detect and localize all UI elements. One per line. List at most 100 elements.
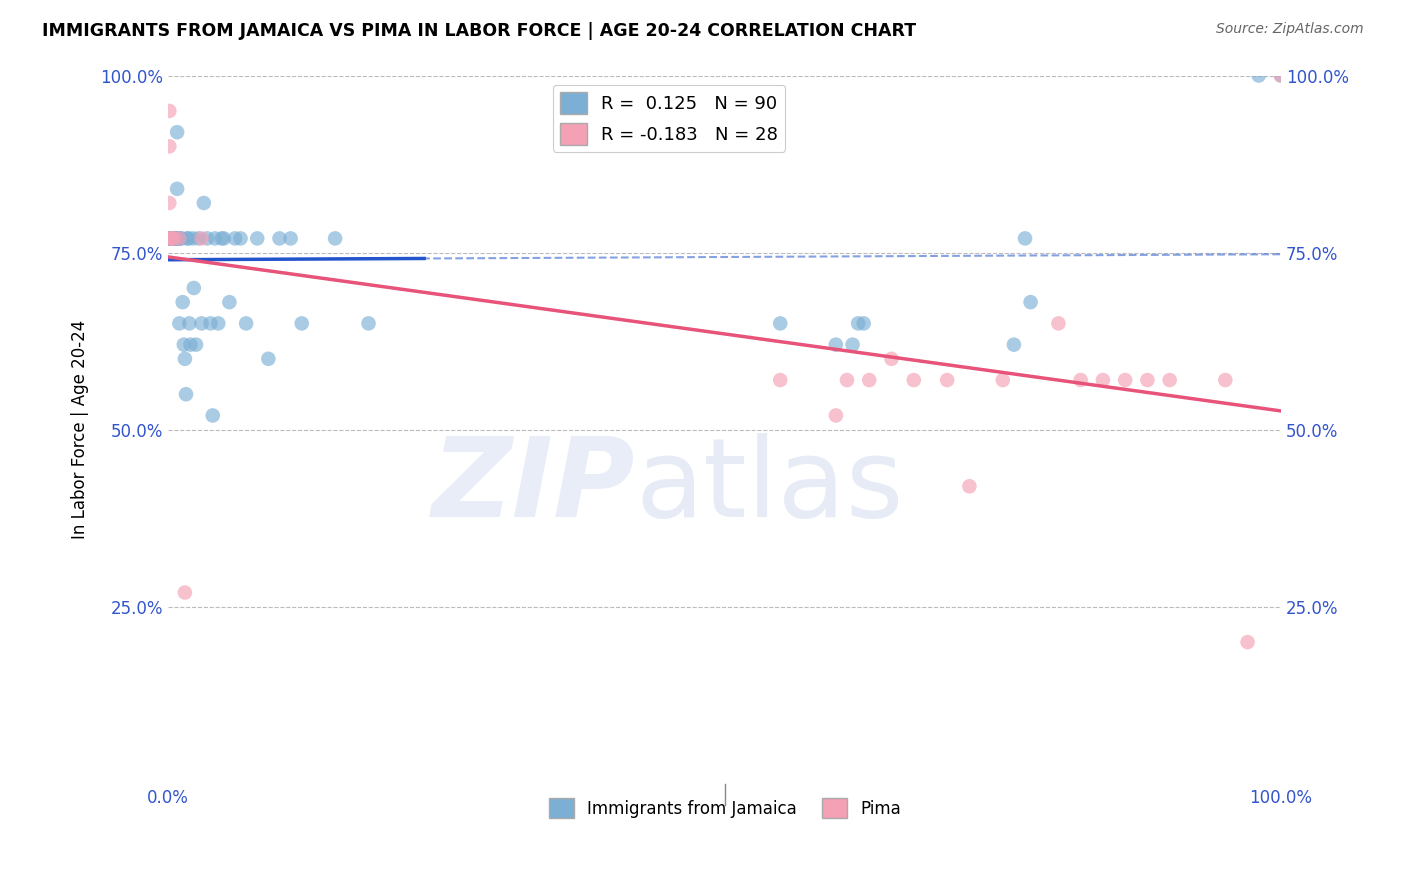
Point — [269, 231, 291, 245]
Point — [1159, 373, 1181, 387]
Point — [157, 231, 180, 245]
Point — [163, 231, 186, 245]
Y-axis label: In Labor Force | Age 20-24: In Labor Force | Age 20-24 — [72, 320, 89, 540]
Point — [1247, 69, 1270, 83]
Point — [170, 231, 193, 245]
Point — [163, 231, 186, 245]
Point — [176, 231, 198, 245]
Point — [846, 317, 869, 331]
Point — [163, 231, 186, 245]
Point — [769, 317, 792, 331]
Point — [163, 231, 186, 245]
Point — [167, 231, 190, 245]
Point — [200, 317, 222, 331]
Point — [159, 231, 181, 245]
Point — [1270, 69, 1292, 83]
Point — [824, 409, 846, 423]
Point — [224, 231, 246, 245]
Point — [157, 139, 180, 153]
Point — [880, 351, 903, 366]
Legend: Immigrants from Jamaica, Pima: Immigrants from Jamaica, Pima — [541, 791, 907, 825]
Point — [179, 317, 201, 331]
Point — [193, 196, 215, 211]
Point — [1091, 373, 1114, 387]
Point — [159, 231, 181, 245]
Point — [1114, 373, 1136, 387]
Point — [159, 231, 181, 245]
Point — [235, 317, 257, 331]
Point — [1014, 231, 1036, 245]
Point — [159, 231, 181, 245]
Point — [157, 231, 180, 245]
Point — [165, 231, 187, 245]
Point — [174, 351, 197, 366]
Point — [187, 231, 209, 245]
Point — [173, 337, 195, 351]
Point — [157, 231, 180, 245]
Point — [162, 231, 184, 245]
Point — [903, 373, 925, 387]
Point — [357, 317, 380, 331]
Point — [159, 231, 181, 245]
Point — [229, 231, 252, 245]
Point — [190, 317, 212, 331]
Point — [179, 337, 201, 351]
Text: ZIP: ZIP — [432, 433, 636, 540]
Point — [858, 373, 880, 387]
Point — [159, 231, 181, 245]
Point — [1070, 373, 1092, 387]
Point — [163, 231, 186, 245]
Point — [157, 231, 180, 245]
Point — [991, 373, 1014, 387]
Point — [190, 231, 212, 245]
Text: IMMIGRANTS FROM JAMAICA VS PIMA IN LABOR FORCE | AGE 20-24 CORRELATION CHART: IMMIGRANTS FROM JAMAICA VS PIMA IN LABOR… — [42, 22, 917, 40]
Point — [166, 125, 188, 139]
Point — [184, 337, 207, 351]
Point — [177, 231, 200, 245]
Point — [957, 479, 980, 493]
Point — [159, 231, 181, 245]
Point — [160, 231, 183, 245]
Point — [157, 231, 180, 245]
Point — [183, 281, 205, 295]
Point — [841, 337, 863, 351]
Point — [162, 231, 184, 245]
Point — [769, 373, 792, 387]
Point — [174, 585, 197, 599]
Point — [157, 231, 180, 245]
Text: atlas: atlas — [636, 433, 904, 540]
Point — [162, 231, 184, 245]
Point — [211, 231, 233, 245]
Point — [157, 231, 180, 245]
Point — [157, 103, 180, 118]
Point — [1270, 69, 1292, 83]
Point — [159, 231, 181, 245]
Point — [174, 387, 197, 401]
Point — [162, 231, 184, 245]
Point — [201, 409, 224, 423]
Text: Source: ZipAtlas.com: Source: ZipAtlas.com — [1216, 22, 1364, 37]
Point — [936, 373, 959, 387]
Point — [166, 182, 188, 196]
Point — [204, 231, 226, 245]
Point — [1136, 373, 1159, 387]
Point — [157, 196, 180, 211]
Point — [169, 317, 191, 331]
Point — [852, 317, 875, 331]
Point — [160, 231, 183, 245]
Point — [157, 231, 180, 245]
Point — [163, 231, 186, 245]
Point — [163, 231, 186, 245]
Point — [157, 231, 180, 245]
Point — [1213, 373, 1236, 387]
Point — [835, 373, 858, 387]
Point — [172, 295, 194, 310]
Point — [169, 231, 191, 245]
Point — [167, 231, 190, 245]
Point — [195, 231, 218, 245]
Point — [323, 231, 346, 245]
Point — [166, 231, 188, 245]
Point — [160, 231, 183, 245]
Point — [159, 231, 181, 245]
Point — [163, 231, 186, 245]
